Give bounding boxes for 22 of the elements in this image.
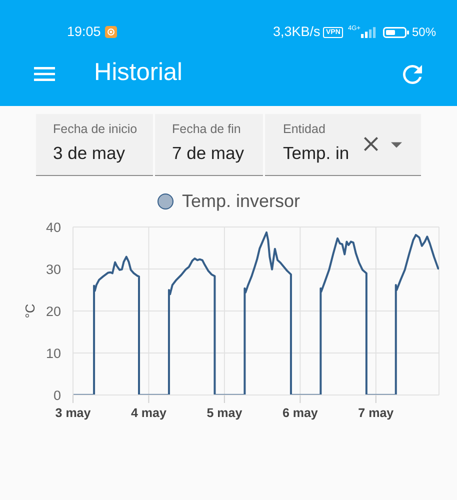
text: 7 de may: [172, 143, 244, 164]
text: 50%: [412, 25, 436, 39]
x-tick-label: 7 may: [358, 406, 394, 420]
y-tick-label: 0: [53, 388, 61, 403]
legend-label: Temp. inversor: [182, 190, 300, 212]
x-tick-label: 6 may: [282, 406, 318, 420]
text: 19:05: [67, 24, 101, 39]
text: 3 de may: [53, 143, 125, 164]
text: Temp. in: [283, 143, 350, 164]
x-tick-label: 3 may: [55, 406, 91, 420]
y-tick-label: 10: [46, 346, 61, 361]
y-tick-label: 30: [46, 262, 61, 277]
text: Fecha de inicio: [53, 122, 138, 136]
chart-title: Historial: [94, 59, 182, 87]
x-tick-label: 4 may: [131, 406, 166, 420]
text: 3,3KB/s: [273, 24, 320, 39]
text: Fecha de fin: [172, 122, 241, 136]
y-tick-label: 20: [46, 304, 61, 319]
x-tick-label: 5 may: [206, 406, 242, 420]
text: Entidad: [283, 122, 326, 136]
y-axis-title: °C: [22, 304, 38, 318]
y-tick-label: 40: [46, 220, 61, 235]
